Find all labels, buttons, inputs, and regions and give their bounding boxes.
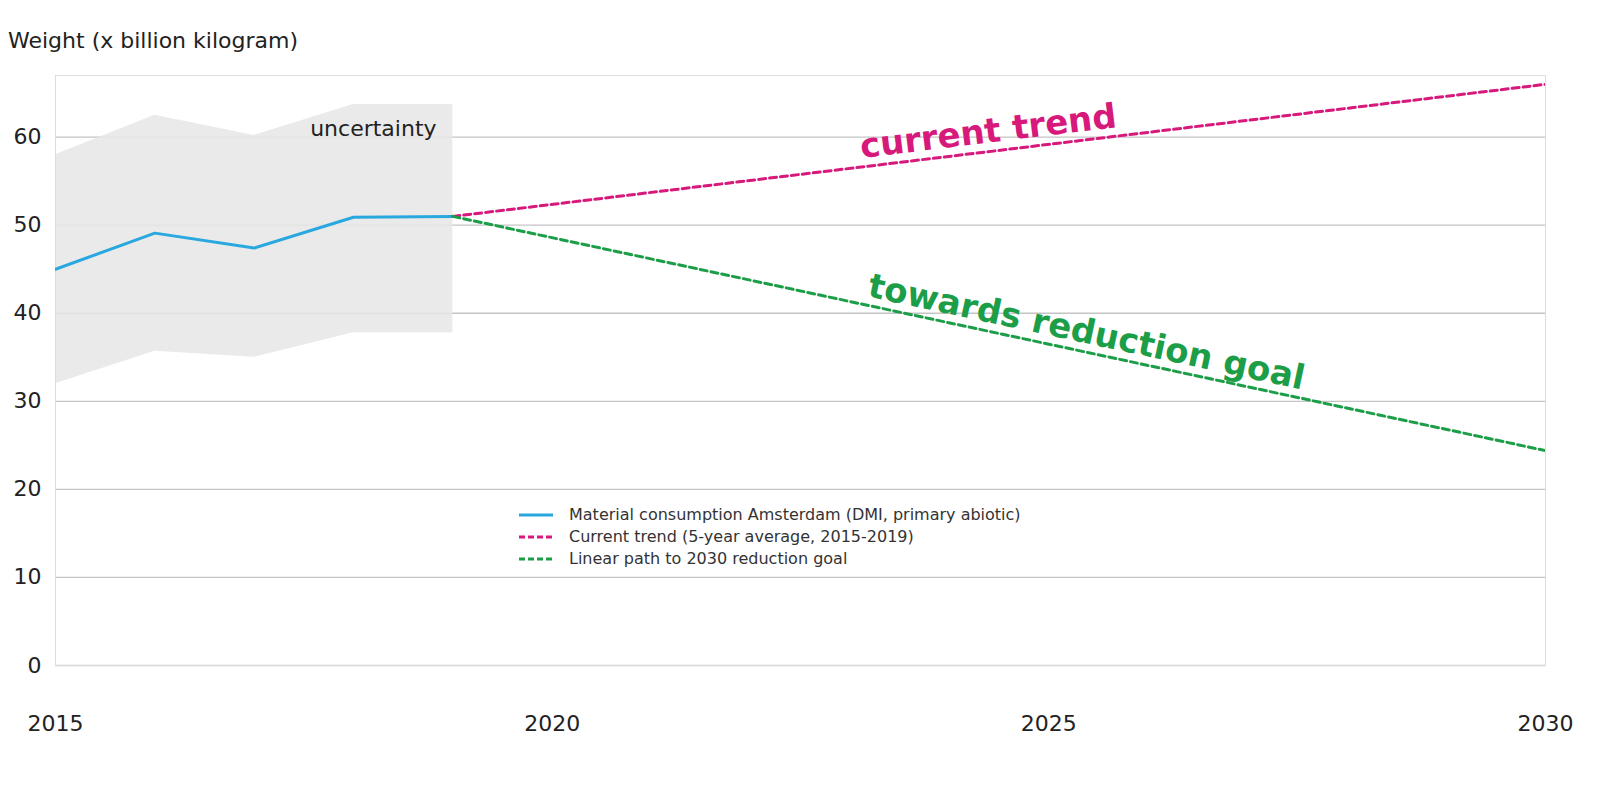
html-text:Linear path to 2030 reduction: Linear path to 2030 reduction goal [569, 549, 848, 569]
svg-text:2025: 2025 [1021, 711, 1077, 736]
svg-text:30: 30 [14, 388, 42, 413]
svg-text:uncertainty: uncertainty [310, 116, 436, 141]
svg-text:0: 0 [28, 653, 42, 678]
html-text:Current trend (5-year average,: Current trend (5-year average, 2015-2019… [569, 527, 914, 547]
svg-text:current trend: current trend [858, 95, 1119, 166]
html-text:Material consumption Amsterdam: Material consumption Amsterdam (DMI, pri… [569, 505, 1021, 525]
svg-text:40: 40 [14, 300, 42, 325]
svg-text:2015: 2015 [28, 711, 84, 736]
svg-text:50: 50 [14, 212, 42, 237]
svg-text:60: 60 [14, 124, 42, 149]
svg-text:20: 20 [14, 476, 42, 501]
html-text:Weight (x billion kilogram): Weight (x billion kilogram) [8, 28, 298, 53]
svg-text:2030: 2030 [1518, 711, 1574, 736]
svg-text:10: 10 [14, 564, 42, 589]
svg-text:towards reduction goal: towards reduction goal [865, 265, 1309, 397]
svg-text:2020: 2020 [524, 711, 580, 736]
